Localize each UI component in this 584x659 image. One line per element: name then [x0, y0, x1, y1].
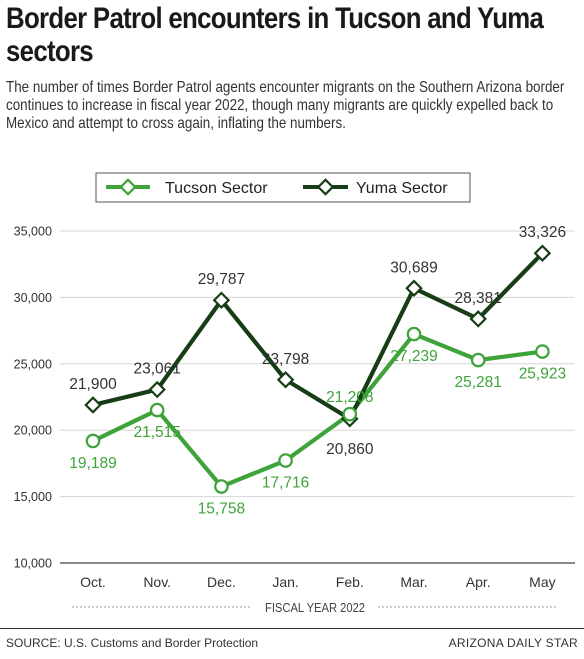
data-point	[405, 279, 423, 298]
x-axis-title: FISCAL YEAR 2022	[265, 600, 365, 615]
credit-note: ARIZONA DAILY STAR	[448, 636, 578, 650]
legend-box	[95, 172, 471, 203]
data-label: 33,326	[519, 224, 566, 241]
data-label: 30,689	[390, 259, 437, 276]
y-tick-label: 10,000	[14, 556, 52, 571]
data-point	[148, 380, 166, 399]
y-tick-label: 25,000	[14, 356, 52, 371]
data-label: 19,189	[69, 455, 116, 472]
data-point	[276, 371, 295, 389]
series-line	[92, 251, 544, 421]
x-tick-label: Feb.	[336, 574, 364, 590]
data-label: 21,515	[133, 424, 180, 441]
data-point	[149, 402, 165, 418]
chart: Tucson Sector Yuma Sector 10,000 15,000 20,…	[14, 172, 575, 615]
x-tick-label: Nov.	[143, 574, 171, 590]
data-point	[85, 433, 101, 449]
data-label: 15,758	[198, 501, 245, 518]
y-tick-label: 35,000	[14, 224, 52, 239]
x-tick-label: May	[529, 574, 555, 590]
data-label: 28,381	[454, 290, 501, 307]
chart-subtitle: The number of times Border Patrol agents…	[6, 79, 565, 132]
x-tick-label: Mar.	[400, 574, 427, 590]
x-tick-label: Dec.	[207, 574, 236, 590]
data-point	[406, 326, 422, 342]
data-point	[533, 244, 552, 262]
data-point	[535, 344, 550, 359]
x-tick-label: Apr.	[466, 574, 491, 590]
series-line	[92, 331, 543, 489]
data-label: 25,923	[519, 366, 566, 383]
y-tick-label: 30,000	[14, 290, 52, 305]
data-point	[342, 406, 358, 422]
data-label: 17,716	[262, 475, 309, 492]
data-point	[470, 352, 486, 368]
data-label: 23,798	[262, 351, 309, 368]
data-label: 21,208	[326, 389, 373, 406]
x-tick-label: Jan.	[272, 574, 298, 590]
data-point	[278, 453, 293, 468]
data-point	[84, 396, 102, 414]
data-label: 25,281	[454, 374, 501, 391]
x-tick-label: Oct.	[80, 574, 106, 590]
y-tick-label: 15,000	[14, 489, 52, 504]
data-point	[212, 291, 231, 309]
y-tick-label: 20,000	[14, 423, 52, 438]
data-label: 27,239	[390, 348, 437, 365]
legend-label: Yuma Sector	[356, 180, 448, 197]
source-note: SOURCE: U.S. Customs and Border Protecti…	[6, 636, 259, 650]
data-point	[214, 479, 229, 494]
legend-marker	[119, 178, 137, 196]
data-label: 29,787	[198, 271, 245, 288]
data-label: 21,900	[69, 376, 117, 393]
chart-title: Border Patrol encounters in Tucson and Y…	[6, 2, 544, 68]
data-label: 20,860	[326, 441, 374, 458]
data-label: 23,061	[133, 361, 180, 378]
legend-label: Tucson Sector	[165, 180, 268, 197]
legend-marker	[316, 178, 335, 196]
data-point	[469, 310, 487, 328]
footer-rule	[0, 628, 584, 629]
